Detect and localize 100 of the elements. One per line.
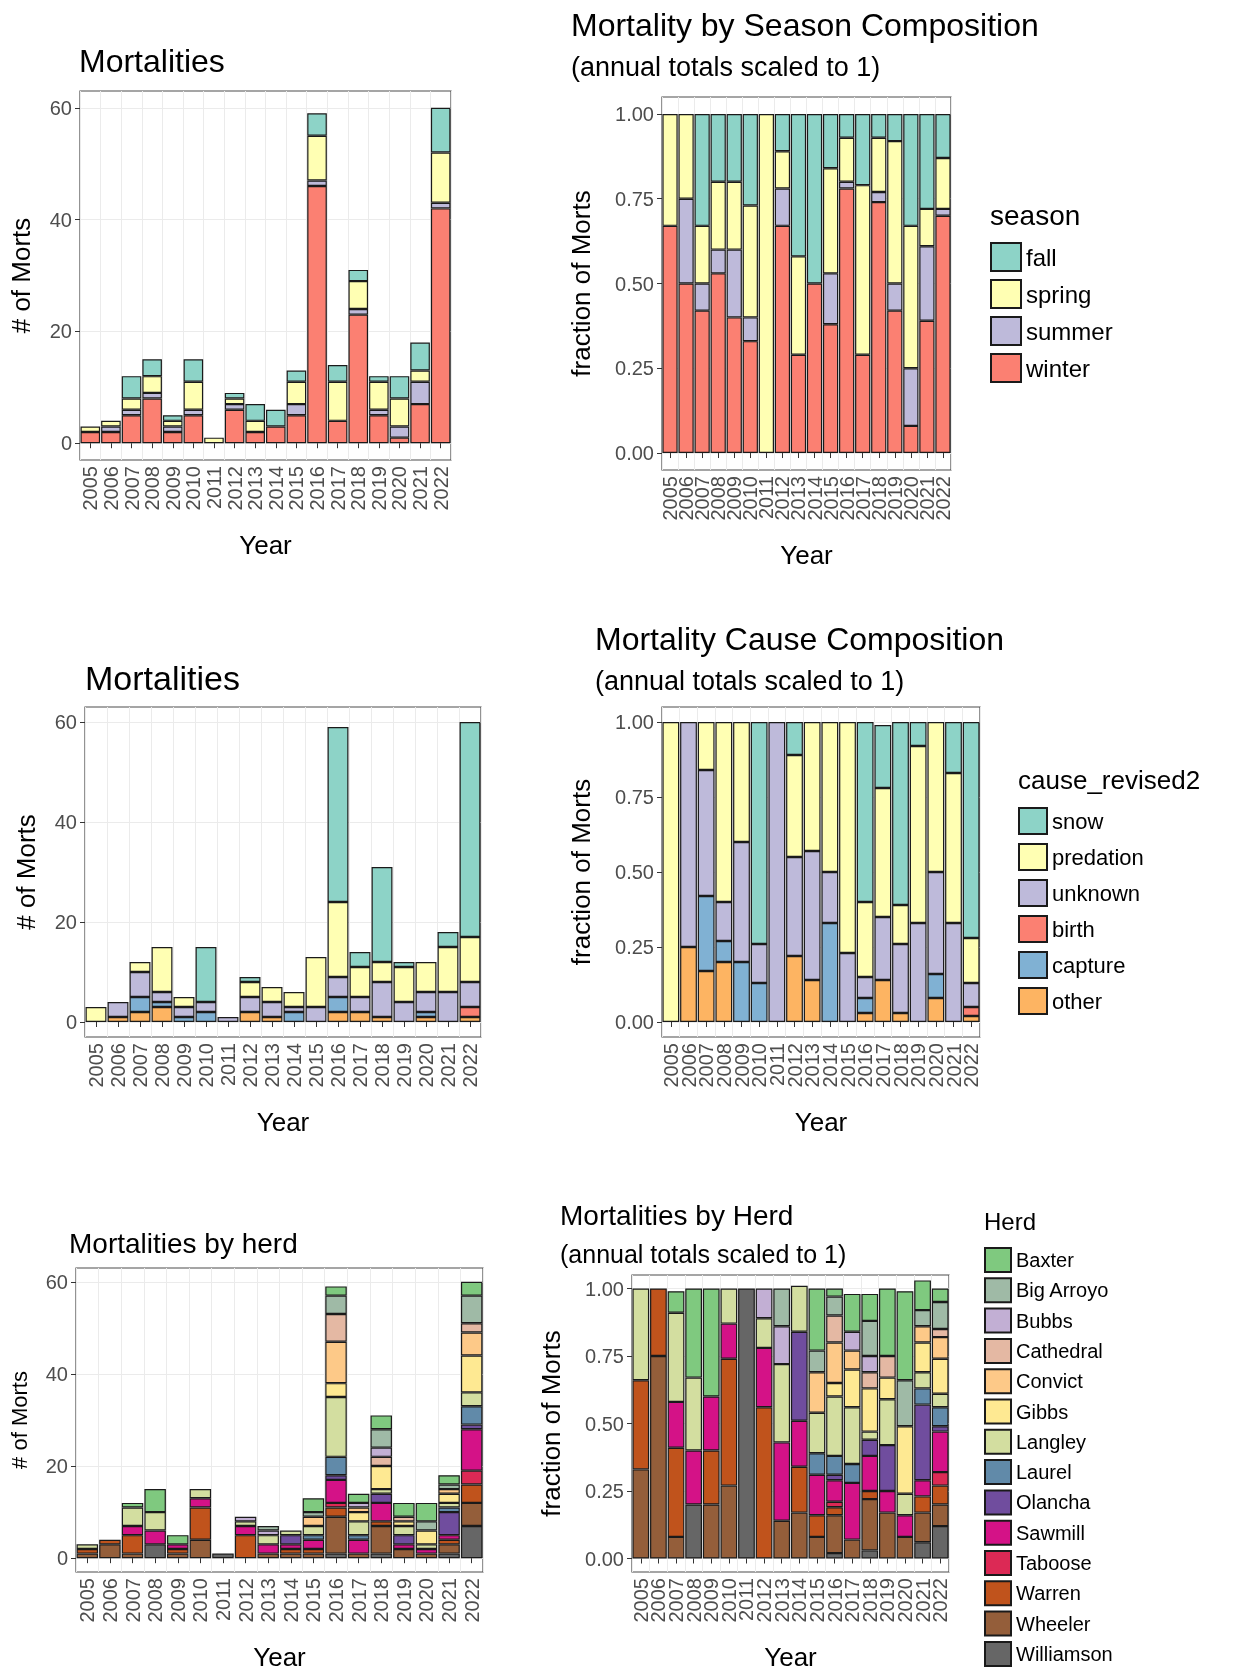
y-tick-label: 60 [49,96,72,119]
x-tick-label: 2009 [161,466,184,511]
y-tick-label: 0.25 [615,936,654,958]
x-tick-label: 2018 [371,1043,393,1088]
y-tick-label: 40 [54,811,77,833]
y-axis-title: fraction of Morts [536,1330,566,1517]
y-axis-title: fraction of Morts [566,190,596,377]
legend-title: cause_revised2 [1018,765,1201,795]
y-axis-title: fraction of Morts [566,778,596,966]
x-tick-label: 2009 [173,1043,195,1088]
x-tick-label: 2007 [120,466,143,511]
x-tick-label: 2007 [121,1578,144,1623]
y-tick-label: 0.50 [585,1412,624,1435]
x-tick-label: 2019 [393,1043,415,1088]
x-tick-label: 2008 [151,1043,173,1088]
x-tick-label: 2015 [302,1578,325,1623]
x-tick-label: 2008 [144,1578,167,1623]
y-tick-label: 0 [60,432,72,455]
x-tick-label: 2006 [107,1043,129,1088]
x-tick-label: 2016 [325,1578,348,1623]
y-axis-title: # of Morts [6,1371,32,1469]
legend-label: Taboose [1016,1552,1092,1574]
legend-label: snow [1052,808,1104,834]
y-tick-label: 20 [54,911,77,933]
y-tick-label: 60 [45,1270,68,1293]
x-tick-label: 2012 [239,1043,261,1088]
y-tick-label: 1.00 [615,102,654,125]
x-tick-label: 2010 [195,1043,217,1088]
x-tick-label: 2016 [306,466,329,511]
chart-subtitle: (annual totals scaled to 1) [571,51,881,82]
y-tick-label: 0.25 [585,1480,624,1502]
x-tick-label: 2019 [392,1578,415,1623]
legend-label: Laurel [1016,1461,1072,1484]
legend-label: capture [1052,952,1126,978]
x-tick-label: 2014 [279,1578,302,1623]
legend-label: Williamson [1016,1642,1113,1665]
chart-title: Mortalities [85,659,240,697]
x-tick-label: 2010 [189,1578,212,1623]
y-tick-label: 0.00 [615,1011,654,1033]
y-axis-title: # of Morts [11,814,41,930]
x-axis-title: Year [253,1642,307,1672]
y-tick-label: 20 [45,1455,68,1478]
x-tick-label: 2011 [211,1578,234,1622]
legend-label: Gibbs [1016,1400,1069,1423]
x-tick-label: 2012 [223,466,246,511]
bar [217,1017,239,1022]
x-tick-label: 2020 [388,466,411,511]
x-tick-label: 2011 [217,1043,239,1087]
legend-title: season [990,199,1081,231]
x-tick-label: 2016 [327,1043,349,1088]
x-tick-label: 2013 [261,1043,283,1088]
legend-label: Wheeler [1016,1612,1091,1635]
x-tick-label: 2013 [257,1578,280,1623]
legend-label: Cathedral [1016,1339,1103,1362]
x-tick-label: 2019 [367,466,390,511]
x-tick-label: 2021 [437,1043,459,1088]
legend-label: Convict [1016,1370,1084,1393]
x-tick-label: 2005 [76,1578,99,1623]
legend-label: Warren [1016,1582,1081,1605]
y-tick-label: 0.50 [615,272,654,295]
x-tick-label: 2022 [459,1043,481,1088]
x-axis-title: Year [780,540,834,570]
y-axis-title: # of Morts [6,217,36,334]
y-tick-label: 20 [49,320,72,343]
legend-label: Olancha [1016,1491,1092,1514]
x-tick-label: 2021 [438,1578,461,1623]
legend-label: Big Arroyo [1016,1279,1109,1302]
x-tick-label: 2008 [141,466,164,511]
x-tick-label: 2018 [370,1578,393,1623]
x-tick-label: 2015 [305,1043,327,1088]
x-tick-label: 2014 [283,1043,305,1088]
x-tick-label: 2021 [409,466,432,511]
x-axis-title: Year [794,1107,848,1137]
x-tick-label: 2005 [79,466,102,511]
chart-title: Mortality Cause Composition [595,621,1005,657]
y-tick-label: 0 [56,1547,68,1570]
x-tick-label: 2018 [347,466,370,511]
legend-label: other [1052,988,1103,1014]
y-tick-label: 0.00 [585,1547,624,1570]
x-tick-label: 2020 [415,1043,437,1088]
legend-label: winter [1025,354,1091,382]
legend-label: Bubbs [1016,1309,1073,1332]
x-tick-label: 2015 [285,466,308,511]
x-tick-label: 2009 [166,1578,189,1623]
y-tick-label: 60 [54,711,77,733]
x-tick-label: 2020 [415,1578,438,1623]
y-tick-label: 0.25 [615,357,654,380]
y-tick-label: 0.75 [615,187,654,210]
legend-label: spring [1026,280,1092,308]
legend-label: predation [1052,844,1144,870]
x-axis-title: Year [256,1107,310,1137]
x-tick-label: 2006 [99,466,122,511]
legend-label: Langley [1016,1430,1087,1453]
chart-title: Mortalities by herd [69,1227,298,1259]
y-tick-label: 0.50 [615,861,654,883]
y-tick-label: 40 [45,1362,68,1385]
x-axis-title: Year [239,530,293,560]
y-tick-label: 40 [49,208,72,231]
x-tick-label: 2017 [349,1043,371,1088]
x-tick-label: 2007 [129,1043,151,1088]
